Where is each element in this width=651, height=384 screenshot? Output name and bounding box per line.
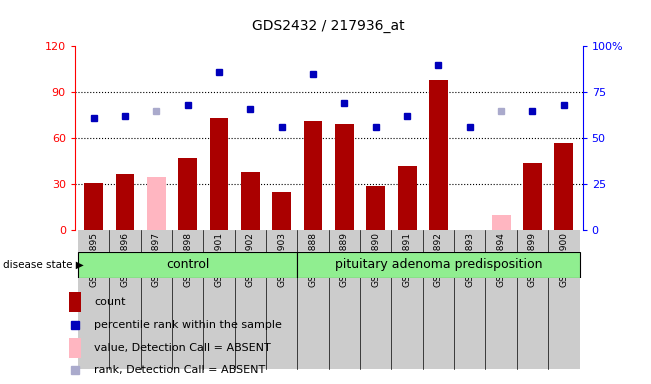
Text: control: control [166,258,210,271]
Bar [303,121,322,230]
Text: count: count [94,297,126,307]
Bar [335,124,354,230]
Bar [391,230,422,369]
Text: rank, Detection Call = ABSENT: rank, Detection Call = ABSENT [94,365,266,375]
Bar [116,174,134,230]
Bar [523,163,542,230]
Bar [517,230,548,369]
Text: pituitary adenoma predisposition: pituitary adenoma predisposition [335,258,542,271]
Text: disease state ▶: disease state ▶ [3,260,84,270]
Bar [78,230,109,369]
Bar [329,230,360,369]
Text: GDS2432 / 217936_at: GDS2432 / 217936_at [253,19,405,33]
Bar [172,230,203,369]
Bar [298,252,579,278]
Bar [84,183,103,230]
Text: value, Detection Call = ABSENT: value, Detection Call = ABSENT [94,343,271,353]
Bar [147,177,166,230]
Bar [548,230,579,369]
Bar [360,230,391,369]
Text: percentile rank within the sample: percentile rank within the sample [94,320,283,330]
Bar [69,292,81,311]
Bar [78,252,298,278]
Bar [492,215,510,230]
Bar [210,118,229,230]
Bar [429,80,448,230]
Bar [272,192,291,230]
Bar [266,230,298,369]
Bar [298,230,329,369]
Bar [69,338,81,358]
Bar [398,166,417,230]
Bar [241,172,260,230]
Bar [367,186,385,230]
Bar [454,230,486,369]
Bar [178,158,197,230]
Bar [203,230,235,369]
Bar [235,230,266,369]
Bar [141,230,172,369]
Bar [486,230,517,369]
Bar [422,230,454,369]
Bar [555,143,574,230]
Bar [109,230,141,369]
